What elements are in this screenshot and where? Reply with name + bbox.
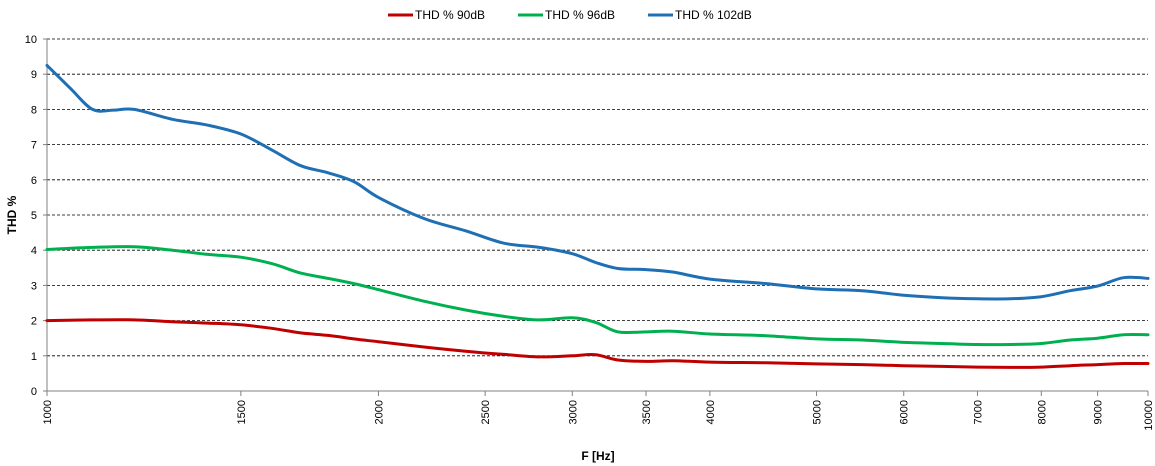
legend-label-2: THD % 96dB <box>545 8 615 22</box>
y-axis-title: THD % <box>5 195 19 234</box>
x-tick-label: 6000 <box>899 400 911 424</box>
y-tick-label: 7 <box>31 140 37 152</box>
series-line-3 <box>45 63 1150 301</box>
series-line-1 <box>45 318 1150 369</box>
x-tick-label: 9000 <box>1093 400 1105 424</box>
x-tick-label: 1000 <box>42 400 54 424</box>
chart-legend: THD % 90dB THD % 96dB THD % 102dB <box>388 8 752 22</box>
y-tick-label: 4 <box>31 245 37 257</box>
x-tick-labels: 1000 1500 2000 2500 3000 3500 4000 5000 6000 7000… <box>42 400 1155 431</box>
y-tick-label: 0 <box>31 386 37 398</box>
x-tick-label: 3000 <box>567 400 579 424</box>
y-tick-label: 8 <box>31 104 37 116</box>
y-tick-label: 1 <box>31 351 37 363</box>
x-tick-label: 8000 <box>1036 400 1048 424</box>
x-tick-label: 1500 <box>236 400 248 424</box>
y-tick-label: 9 <box>31 69 37 81</box>
series-line-2 <box>45 245 1150 347</box>
chart-gridlines <box>47 38 1148 357</box>
x-tick-label: 4000 <box>705 400 717 424</box>
chart-series <box>45 63 1150 369</box>
x-tick-label: 3500 <box>641 400 653 424</box>
x-tick-label: 2000 <box>373 400 385 424</box>
legend-label-1: THD % 90dB <box>415 8 485 22</box>
y-tick-label: 5 <box>31 210 37 222</box>
y-tick-label: 6 <box>31 175 37 187</box>
chart-axes <box>43 38 1149 396</box>
y-tick-label: 2 <box>31 316 37 328</box>
x-axis-title: F [Hz] <box>581 449 614 463</box>
x-tick-label: 7000 <box>972 400 984 424</box>
x-tick-label: 2500 <box>480 400 492 424</box>
y-tick-label: 3 <box>31 280 37 292</box>
y-tick-labels: 0 1 2 3 4 5 6 7 8 9 10 <box>25 34 37 398</box>
x-tick-label: 10000 <box>1143 400 1155 431</box>
legend-label-3: THD % 102dB <box>675 8 752 22</box>
y-tick-label: 10 <box>25 34 37 46</box>
x-tick-label: 5000 <box>812 400 824 424</box>
